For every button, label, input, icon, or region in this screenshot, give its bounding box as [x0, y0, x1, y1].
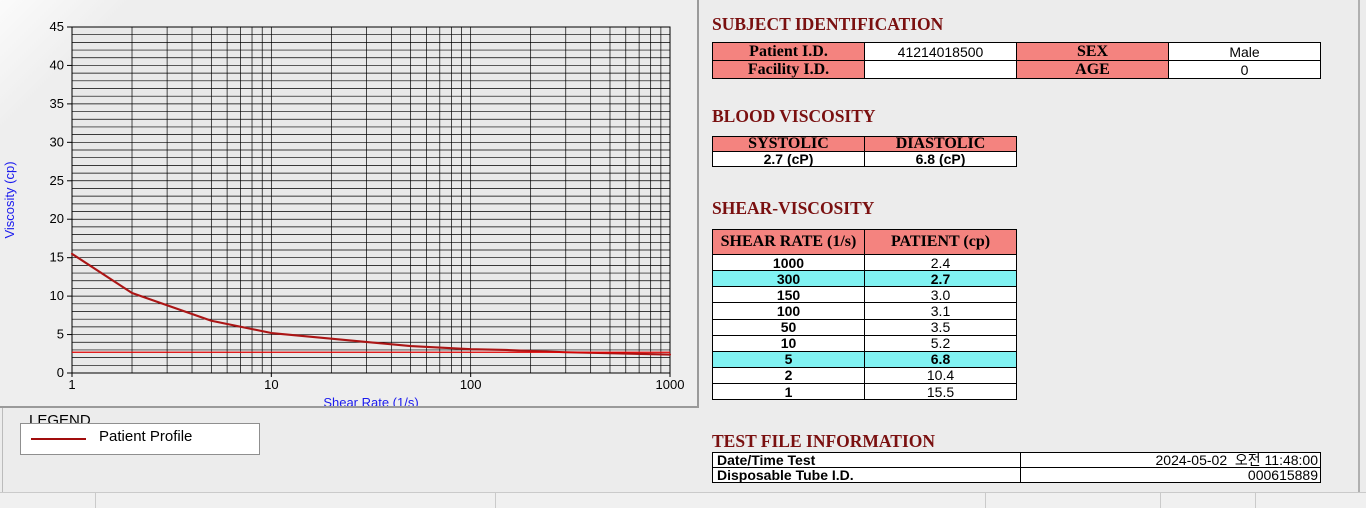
- svg-text:5: 5: [57, 327, 64, 342]
- svg-text:1000: 1000: [656, 377, 685, 392]
- svg-text:15: 15: [50, 250, 64, 265]
- svg-text:40: 40: [50, 57, 64, 72]
- svg-text:0: 0: [57, 365, 64, 380]
- svg-text:25: 25: [50, 173, 64, 188]
- svg-text:10: 10: [50, 288, 64, 303]
- svg-text:30: 30: [50, 134, 64, 149]
- svg-text:100: 100: [460, 377, 482, 392]
- svg-text:Shear Rate (1/s): Shear Rate (1/s): [323, 395, 418, 406]
- svg-text:35: 35: [50, 96, 64, 111]
- svg-text:Viscosity (cp): Viscosity (cp): [2, 161, 17, 238]
- svg-text:45: 45: [50, 19, 64, 34]
- svg-text:1: 1: [68, 377, 75, 392]
- svg-text:10: 10: [264, 377, 278, 392]
- svg-text:20: 20: [50, 211, 64, 226]
